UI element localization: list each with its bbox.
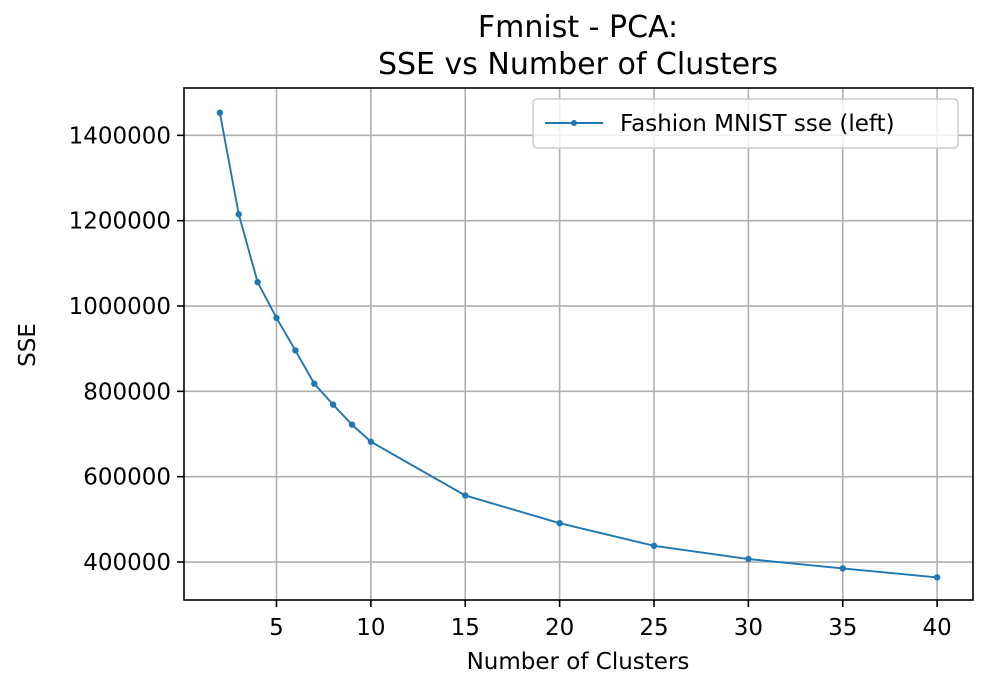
chart-title-line1: Fmnist - PCA: <box>478 10 678 45</box>
legend-label: Fashion MNIST sse (left) <box>620 111 895 137</box>
x-tick-label: 25 <box>639 615 668 641</box>
data-point <box>216 109 224 116</box>
x-axis-label: Number of Clusters <box>467 649 690 675</box>
y-tick-label: 1200000 <box>69 209 171 235</box>
x-tick-label: 15 <box>451 615 480 641</box>
data-point <box>745 555 752 563</box>
grid-lines <box>184 88 973 600</box>
data-point <box>311 380 318 387</box>
series-line <box>218 112 938 579</box>
data-point <box>650 542 658 550</box>
data-point <box>292 347 299 354</box>
y-tick-label: 1400000 <box>69 123 171 149</box>
series-layer <box>216 109 941 581</box>
y-tick-label: 400000 <box>83 550 171 576</box>
x-tick-label: 5 <box>269 615 284 641</box>
data-point <box>235 211 242 218</box>
chart-title-line2: SSE vs Number of Clusters <box>378 47 778 82</box>
data-point <box>367 438 375 445</box>
x-tick-label: 30 <box>734 615 763 641</box>
legend: Fashion MNIST sse (left) <box>532 98 959 149</box>
x-tick-label: 40 <box>922 615 951 641</box>
data-point <box>933 574 941 581</box>
y-axis-label: SSE <box>15 323 41 367</box>
data-point <box>329 401 337 408</box>
data-point <box>462 492 469 499</box>
data-point <box>254 278 261 286</box>
legend-box <box>532 98 959 149</box>
data-point <box>273 314 280 322</box>
data-point <box>556 520 563 527</box>
legend-marker-sample <box>571 120 577 126</box>
y-tick-label: 600000 <box>83 465 171 491</box>
y-tick-label: 800000 <box>83 379 171 405</box>
axis-ticks: 5 10 15 20 25 30 35 40 400000 600000 800000 1000000… <box>69 123 952 641</box>
data-point <box>839 565 846 572</box>
data-point <box>348 421 356 428</box>
y-tick-label: 1000000 <box>69 294 171 320</box>
x-tick-label: 35 <box>828 615 857 641</box>
x-tick-label: 10 <box>356 615 385 641</box>
x-tick-label: 20 <box>545 615 574 641</box>
plot-frame <box>183 87 974 601</box>
